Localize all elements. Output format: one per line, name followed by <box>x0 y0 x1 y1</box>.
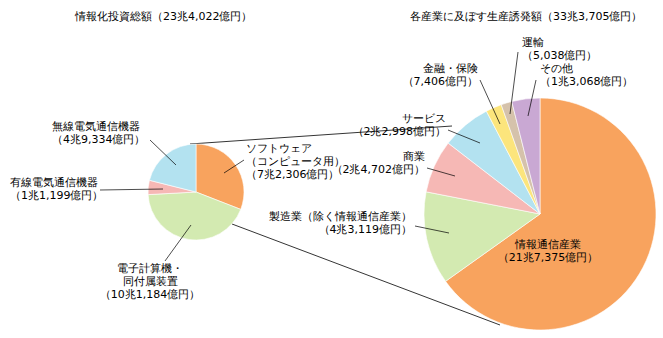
value-label: （7兆2,306億円） <box>246 168 340 181</box>
title: 各産業に及ぼす生産誘発額（33兆3,705億円） <box>410 10 643 23</box>
category-label: ソフトウェア（コンピュータ用） <box>246 142 345 168</box>
value-label: （2兆2,998億円） <box>353 125 447 138</box>
slices <box>148 144 244 240</box>
leader-line <box>100 189 163 190</box>
slice <box>512 98 540 214</box>
category-label: サービス <box>402 112 446 125</box>
category-label: 金融・保険 <box>423 62 478 75</box>
category-label: 運輸 <box>522 36 544 49</box>
leader-line <box>165 225 191 261</box>
connector <box>190 126 452 144</box>
slices <box>424 98 656 330</box>
leader-line <box>448 130 480 143</box>
leader-line <box>480 80 500 124</box>
leader-line <box>510 52 518 114</box>
value-label: （21兆7,375億円） <box>498 251 599 264</box>
value-label: （2兆4,702億円） <box>332 163 426 176</box>
title: 情報化投資総額（23兆4,022億円） <box>74 10 253 23</box>
slice <box>148 192 241 240</box>
leader-line <box>150 140 176 165</box>
category-label: その他 <box>540 62 573 75</box>
value-label: （4兆3,119億円） <box>319 223 413 236</box>
leader-line <box>427 168 455 176</box>
chart: 情報化投資総額（23兆4,022億円） ソフトウェア（コンピュータ用）（7兆2,3… <box>0 0 663 338</box>
leader-line <box>528 80 536 116</box>
value-label: （10兆1,184億円） <box>100 288 201 301</box>
value-label: （1兆1,199億円） <box>10 189 104 202</box>
value-label: （4兆9,334億円） <box>52 133 146 146</box>
category-label: 無線電気通信機器 <box>52 120 140 133</box>
category-label: 電子計算機・同付属装置 <box>117 262 183 288</box>
category-label: 製造業（除く情報通信産業） <box>269 210 412 223</box>
value-label: （7,406億円） <box>403 75 479 88</box>
category-label: 商業 <box>403 150 425 163</box>
category-label: 有線電気通信機器 <box>10 176 98 189</box>
leader-line <box>224 160 244 173</box>
category-label: 情報通信産業 <box>514 238 581 251</box>
value-label: （1兆3,068億円） <box>540 75 634 88</box>
slice <box>149 144 196 192</box>
leader-line <box>415 226 449 233</box>
value-label: （5,038億円） <box>522 49 598 62</box>
